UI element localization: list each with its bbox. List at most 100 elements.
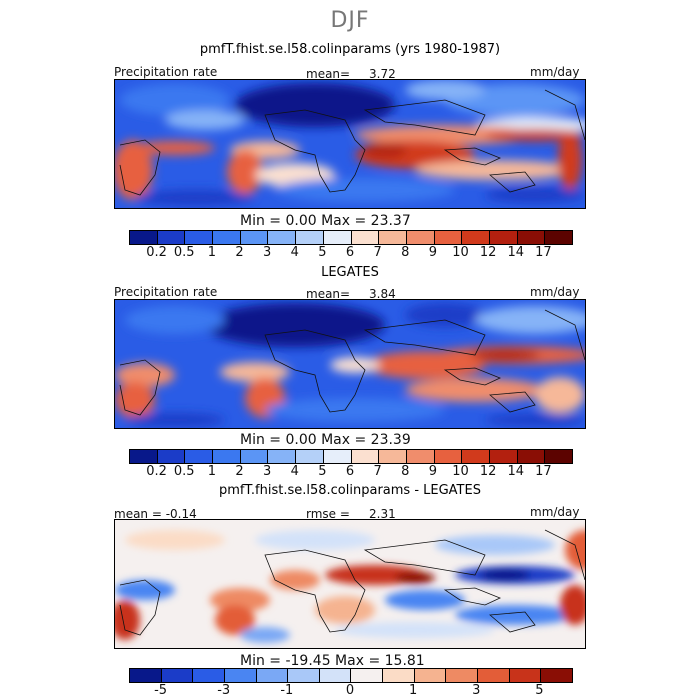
panel1-colorbar-swatch [157,231,186,244]
panel1-colorbar-swatch [517,231,546,244]
panel3-map [114,519,586,649]
panel3-rmse-label: rmse = [306,507,350,521]
panel1-mean-label: mean= [306,67,351,81]
panel2-colorbar-swatch [296,450,324,463]
panel1-colorbar-swatch [545,231,572,244]
panel3-colorbar-swatch [288,669,320,682]
panel1-colorbar-swatch [489,231,518,244]
panel2-colorbar-swatch [185,450,214,463]
panel1-colorbar-swatch [323,231,352,244]
panel1-colorbar-swatch [268,231,297,244]
panel1-minmax: Min = 0.00 Max = 23.37 [240,213,411,229]
panel3-colorbar-swatch [224,669,257,682]
panel1-colorbar [129,230,573,245]
panel1-colorbar-tick-label: 0.5 [173,245,195,260]
panel1-colorbar-tick-label: 5 [318,245,327,260]
panel1-colorbar-swatch [130,231,158,244]
panel1-colorbar-tick-label: 7 [373,245,382,260]
panel2-colorbar-tick-label: 17 [535,464,552,479]
panel2-colorbar-tick-label: 3 [262,464,272,479]
panel2-colorbar-tick-label: 9 [428,464,438,479]
panel3-colorbar-swatch [478,669,510,682]
panel1-colorbar-swatch [379,231,407,244]
panel3-colorbar-tick-label: 5 [535,683,544,698]
panel3-map-plot [115,520,585,648]
panel3-colorbar [129,668,573,683]
panel1-colorbar-tick-label: 17 [535,245,552,260]
panel3-colorbar-ticks: -5 -3 -1 0 1 3 5 [129,683,571,699]
panel2-mean-value: 3.84 [369,287,396,301]
panel2-map [114,299,586,429]
panel1-colorbar-tick-label: 8 [401,245,410,260]
panel1-colorbar-tick-label: 2 [235,245,244,260]
panel2-colorbar-tick-label: 5 [318,464,327,479]
panel3-colorbar-tick-label: 0 [345,683,355,698]
panel2-colorbar-tick-label: 0.5 [173,464,195,479]
panel2-colorbar-swatch [351,450,380,463]
panel1-colorbar-tick-label: 4 [290,245,299,260]
panel2-colorbar-swatch [323,450,352,463]
panel2-colorbar-tick-label: 1 [207,464,217,479]
panel1-colorbar-tick-label: 6 [345,245,355,260]
panel2-colorbar-tick-label: 8 [401,464,410,479]
panel1-colorbar-swatch [296,231,324,244]
panel2-colorbar-swatch [240,450,269,463]
panel3-colorbar-swatch [161,669,194,682]
top-panel-title: pmfT.fhist.se.l58.colinparams (yrs 1980-… [199,42,501,57]
panel1-colorbar-swatch [462,231,490,244]
panel3-colorbar-tick-label: -3 [217,683,231,698]
panel2-colorbar [129,449,573,464]
panel3-colorbar-swatch [509,669,542,682]
panel2-colorbar-tick-label: 0.2 [146,464,167,479]
panel3-colorbar-tick-label: -1 [280,683,294,698]
figure-suptitle: DJF [330,8,370,33]
panel1-colorbar-tick-label: 3 [262,245,272,260]
panel2-colorbar-swatch [213,450,241,463]
panel2-colorbar-tick-label: 10 [452,464,469,479]
panel1-colorbar-tick-label: 1 [207,245,217,260]
panel3-minmax: Min = -19.45 Max = 15.81 [240,653,425,669]
panel1-colorbar-swatch [434,231,463,244]
panel3-colorbar-swatch [256,669,289,682]
panel1-colorbar-tick-label: 10 [452,245,469,260]
panel2-colorbar-swatch [462,450,490,463]
panel1-variable-label: Precipitation rate [114,65,218,79]
panel2-colorbar-tick-label: 6 [345,464,355,479]
panel2-units: mm/day [530,285,580,299]
panel2-colorbar-swatch [157,450,186,463]
panel2-colorbar-swatch [379,450,407,463]
panel2-colorbar-swatch [434,450,463,463]
panel3-colorbar-tick-label: 1 [409,683,418,698]
panel1-units: mm/day [530,65,580,79]
panel3-colorbar-swatch [541,669,572,682]
panel2-map-plot [115,300,585,428]
panel3-rmse-value: 2.31 [369,507,396,521]
panel2-colorbar-swatch [268,450,297,463]
panel2-mean-label: mean= [306,287,351,301]
panel2-colorbar-tick-label: 4 [290,464,299,479]
panel1-mean-value: 3.72 [369,67,396,81]
panel3-colorbar-swatch [193,669,225,682]
panel1-colorbar-ticks: 0.2 0.5 1 2 3 4 5 6 7 8 9 10 12 14 17 [129,245,571,261]
panel1-map [114,79,586,209]
panel3-units: mm/day [530,505,580,519]
panel1-colorbar-swatch [351,231,380,244]
bottom-panel-title: pmfT.fhist.se.l58.colinparams - LEGATES [219,483,481,498]
panel2-colorbar-tick-label: 12 [479,464,497,479]
panel3-colorbar-tick-label: -5 [154,683,168,698]
panel3-colorbar-swatch [319,669,352,682]
panel3-colorbar-swatch [414,669,447,682]
panel2-colorbar-swatch [517,450,546,463]
panel2-colorbar-ticks: 0.2 0.5 1 2 3 4 5 6 7 8 9 10 12 14 17 [129,464,571,480]
panel3-colorbar-swatch [351,669,384,682]
panel2-colorbar-tick-label: 2 [235,464,244,479]
middle-panel-title: LEGATES [321,265,379,280]
panel1-colorbar-tick-label: 9 [428,245,438,260]
panel1-colorbar-tick-label: 12 [479,245,497,260]
panel3-colorbar-swatch [130,669,162,682]
panel3-mean-label: mean = -0.14 [114,507,197,521]
panel1-colorbar-tick-label: 0.2 [146,245,167,260]
panel2-colorbar-tick-label: 14 [507,464,525,479]
panel1-colorbar-swatch [406,231,435,244]
panel1-colorbar-swatch [213,231,241,244]
